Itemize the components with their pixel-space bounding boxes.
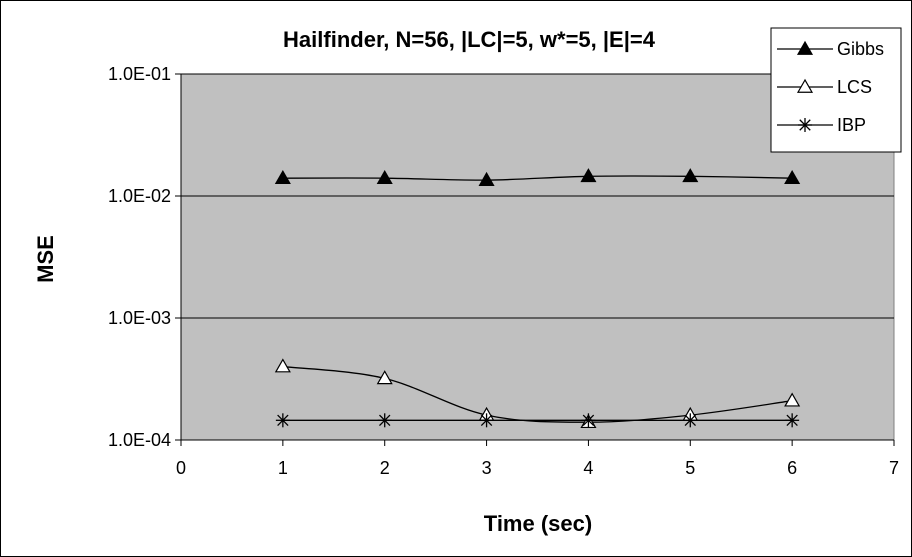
x-tick-label: 3 [482, 458, 492, 478]
x-tick-label: 5 [685, 458, 695, 478]
legend-entry-ibp: IBP [777, 115, 866, 135]
data-point-ibp [377, 413, 392, 428]
data-point-ibp [581, 413, 596, 428]
x-tick-label: 6 [787, 458, 797, 478]
series-layer [274, 168, 801, 429]
data-point-gibbs [580, 168, 597, 183]
series-line-gibbs [282, 175, 793, 181]
x-tick-label: 7 [889, 458, 899, 478]
data-point-ibp [479, 413, 494, 428]
series-ibp [275, 413, 800, 428]
x-tick-label: 1 [278, 458, 288, 478]
legend-marker-gibbs [796, 40, 814, 55]
data-point-gibbs [784, 169, 801, 185]
data-point-lcs [274, 358, 291, 373]
data-point-gibbs [682, 168, 699, 183]
x-axis-title: Time (sec) [484, 511, 592, 536]
legend-label-ibp: IBP [837, 115, 866, 135]
data-point-gibbs [274, 169, 291, 185]
y-axis-title: MSE [33, 235, 58, 283]
data-point-gibbs [376, 169, 393, 185]
axes: 1.0E-04 1.0E-03 1.0E-02 1.0E-01 0 1 2 3 4 5 6 7 [108, 64, 899, 478]
y-tick-label: 1.0E-01 [108, 64, 171, 84]
data-point-ibp [275, 413, 290, 428]
data-point-gibbs [478, 171, 495, 186]
data-point-ibp [683, 413, 698, 428]
series-line-lcs [282, 365, 793, 423]
data-point-lcs [784, 392, 801, 407]
legend: Gibbs LCS IBP [770, 27, 902, 153]
x-tick-label: 2 [380, 458, 390, 478]
chart-title: Hailfinder, N=56, |LC|=5, w*=5, |E|=4 [283, 27, 656, 52]
data-point-ibp [785, 413, 800, 428]
y-tick-label: 1.0E-02 [108, 186, 171, 206]
legend-label-gibbs: Gibbs [837, 39, 884, 59]
legend-entry-lcs: LCS [777, 77, 872, 97]
x-tick-label: 0 [176, 458, 186, 478]
legend-items: Gibbs LCS IBP [777, 39, 884, 135]
legend-marker-ibp [798, 118, 812, 132]
legend-label-lcs: LCS [837, 77, 872, 97]
legend-marker-lcs [796, 78, 814, 93]
y-tick-label: 1.0E-03 [108, 308, 171, 328]
y-tick-label: 1.0E-04 [108, 430, 171, 450]
legend-entry-gibbs: Gibbs [777, 39, 884, 59]
x-tick-label: 4 [583, 458, 593, 478]
data-point-lcs [376, 370, 393, 385]
series-gibbs [274, 168, 801, 186]
